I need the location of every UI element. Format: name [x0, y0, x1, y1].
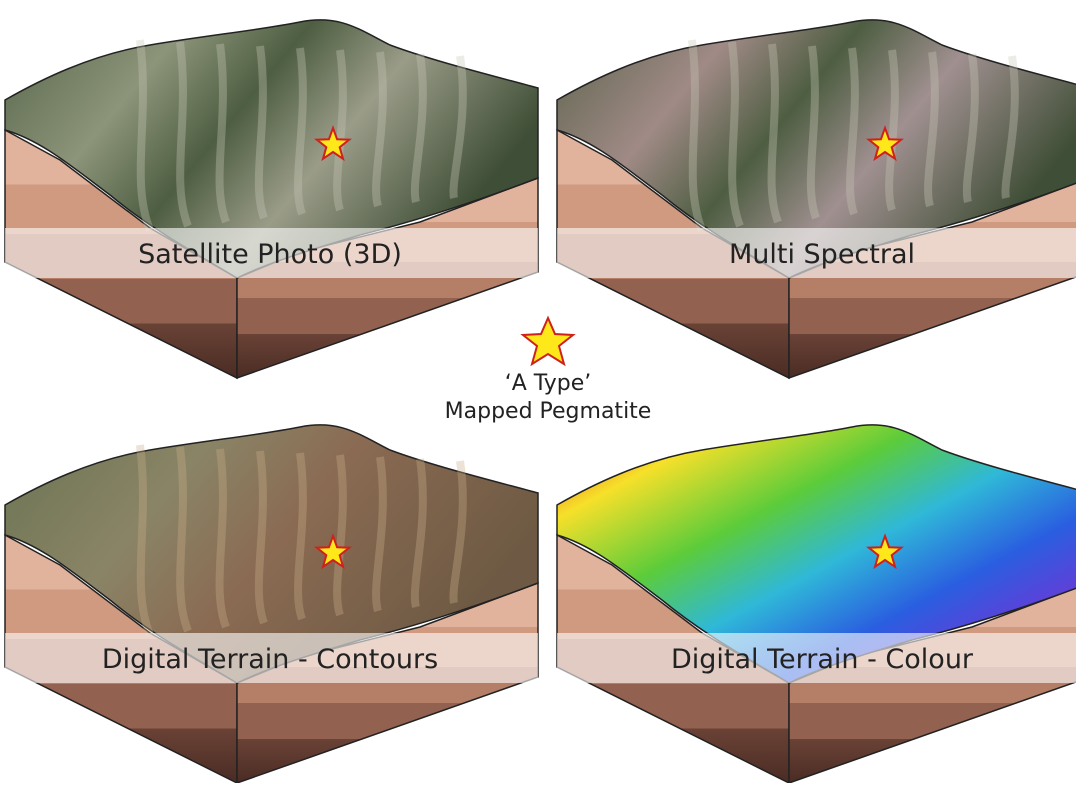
texture-streak — [136, 444, 154, 637]
texture-streak — [846, 47, 859, 216]
star-marker — [866, 125, 904, 162]
legend-line1: ‘A Type’ — [505, 371, 592, 396]
texture-streak — [215, 43, 230, 224]
terrain-surface — [4, 19, 539, 279]
texture-streak — [449, 460, 467, 604]
star-marker — [866, 533, 904, 570]
terrain-surface — [4, 424, 539, 684]
panel-label: Digital Terrain - Colour — [671, 644, 974, 675]
texture-streak — [1001, 55, 1019, 199]
texture-streak — [728, 41, 744, 228]
texture-streak — [924, 51, 939, 208]
texture-streak — [372, 456, 387, 613]
texture-streak — [767, 43, 782, 224]
star-marker — [314, 533, 352, 570]
texture-streak — [410, 458, 427, 609]
panel-label: Satellite Photo (3D) — [138, 239, 402, 270]
texture-streak — [449, 55, 467, 199]
terrain-panel: Satellite Photo (3D) — [4, 19, 539, 380]
texture-streak — [410, 53, 427, 204]
star-marker — [314, 125, 352, 162]
texture-streak — [176, 446, 192, 633]
label-band — [5, 228, 538, 278]
panel-label: Digital Terrain - Contours — [102, 644, 438, 675]
texture-streak — [688, 39, 706, 232]
texture-streak — [294, 452, 307, 621]
label-band — [5, 633, 538, 683]
label-band — [557, 633, 1076, 683]
terrain-panel: Digital Terrain - Colour — [556, 424, 1076, 785]
terrain-panel: Digital Terrain - Contours — [4, 424, 539, 785]
texture-streak — [176, 41, 192, 228]
label-band — [557, 228, 1076, 278]
texture-streak — [215, 448, 230, 629]
terrain-panel: Multi Spectral — [556, 19, 1076, 380]
texture-streak — [806, 45, 820, 220]
terrain-surface — [556, 19, 1076, 279]
texture-streak — [294, 47, 307, 216]
texture-streak — [136, 39, 154, 232]
legend-line2: Mapped Pegmatite — [445, 399, 652, 424]
texture-streak — [372, 51, 387, 208]
texture-streak — [962, 53, 979, 204]
texture-streak — [254, 450, 268, 625]
texture-streak — [254, 45, 268, 220]
star-icon — [520, 315, 576, 367]
terrain-surface — [556, 424, 1076, 684]
panel-label: Multi Spectral — [729, 239, 915, 270]
legend: ‘A Type’ Mapped Pegmatite — [445, 315, 652, 424]
